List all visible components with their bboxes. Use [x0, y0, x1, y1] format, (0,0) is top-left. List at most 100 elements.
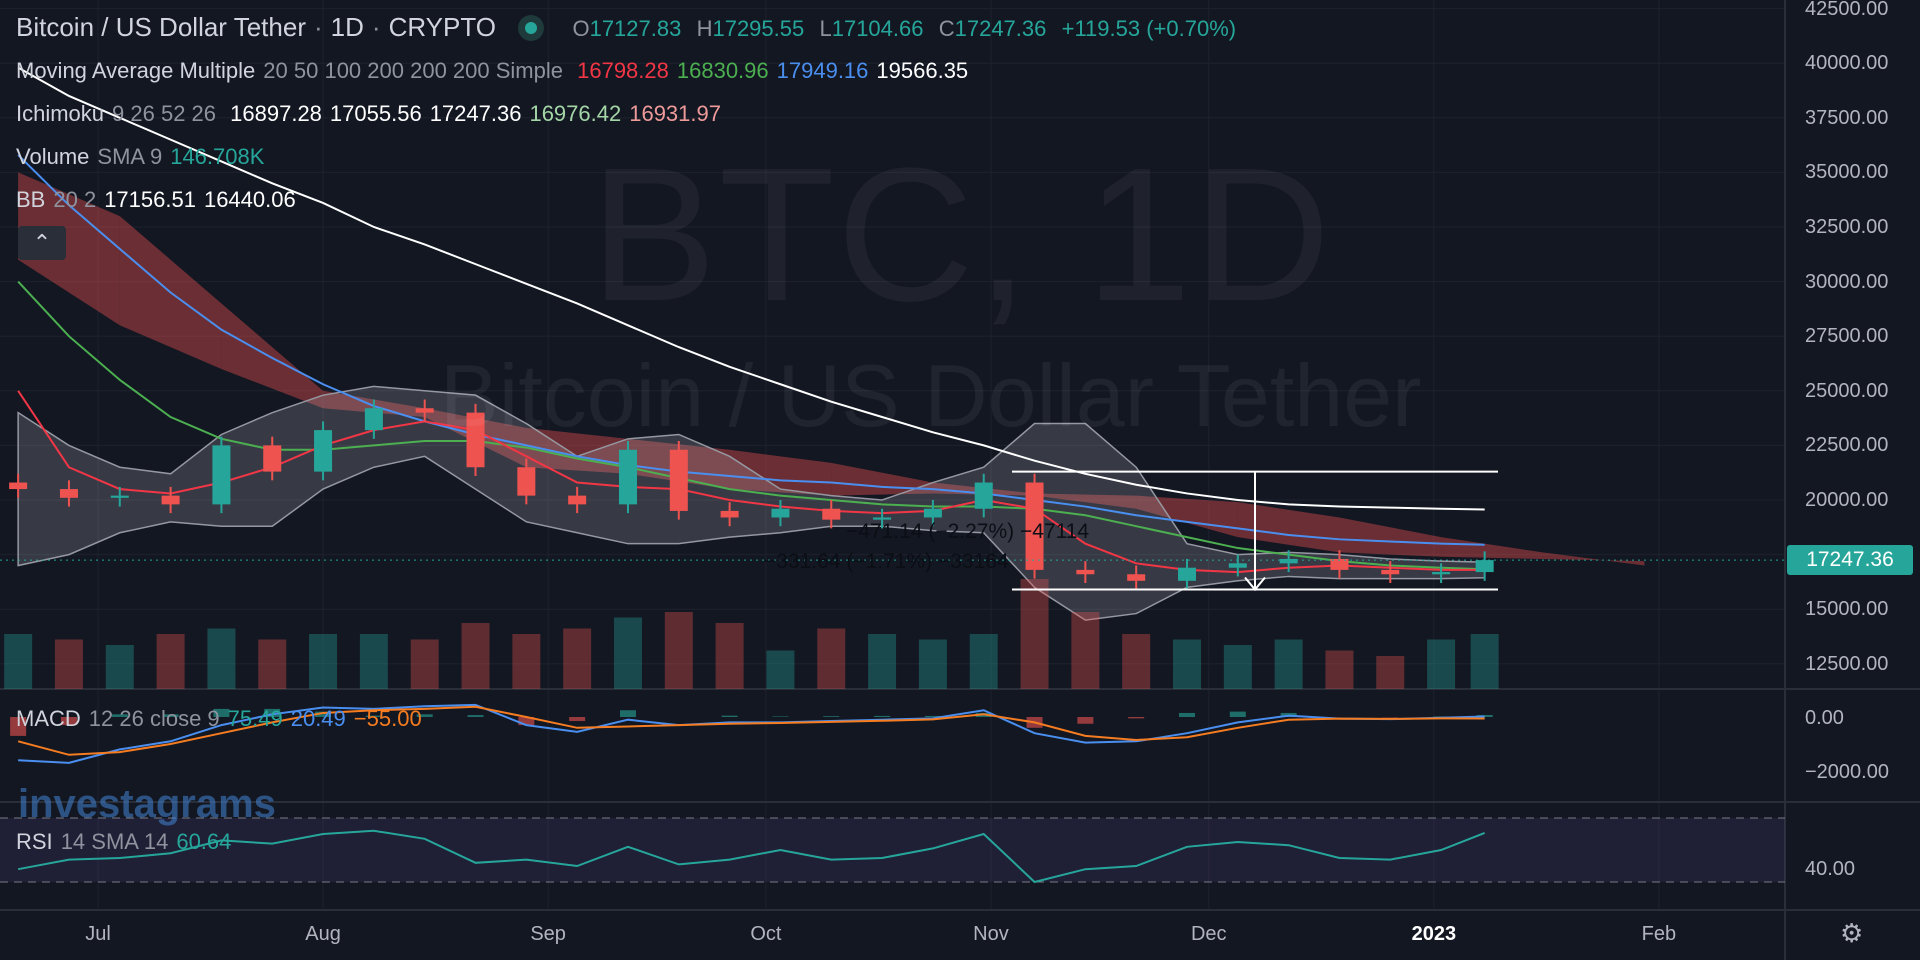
price-tick-label: 37500.00 [1805, 106, 1889, 129]
volume-legend[interactable]: Volume SMA 9 146.708K [16, 144, 265, 169]
change-value: +119.53 (+0.70%) [1061, 16, 1237, 41]
volume-bar [4, 634, 33, 689]
macd-histogram-bar [1077, 717, 1094, 724]
rsi-legend[interactable]: RSI 14 SMA 14 60.64 [16, 829, 232, 854]
candle-body [212, 445, 231, 505]
gear-icon[interactable]: ⚙ [1840, 918, 1864, 948]
macd-histogram-bar [619, 710, 636, 717]
volume-bar [664, 612, 693, 689]
volume-bar [207, 628, 236, 689]
bb-legend[interactable]: BB 20 2 17156.51 16440.06 [16, 187, 296, 212]
macd-histogram-bar [162, 714, 179, 717]
macd-histogram-bar [1433, 716, 1450, 717]
volume-bar [1020, 579, 1049, 689]
ichimoku-legend[interactable]: Ichimoku 9 26 52 26 16897.28 17055.56 17247… [16, 101, 721, 126]
time-tick-label: Oct [750, 923, 782, 945]
ichimoku-cloud [1237, 502, 1340, 553]
volume-bar [1071, 612, 1100, 689]
ma200-line [17, 66, 1485, 511]
candle-body [669, 449, 688, 511]
volume-bar [969, 634, 998, 689]
macd-axis-label: 0.00 [1805, 707, 1844, 729]
candle-body [314, 430, 333, 472]
time-tick-label: Aug [305, 923, 341, 945]
volume-bar [1470, 634, 1499, 689]
measure-label: −471.14 (−2.27%) −47114 [846, 520, 1090, 543]
symbol-name[interactable]: Bitcoin / US Dollar Tether [16, 12, 306, 42]
macd-histogram-bar [365, 715, 382, 717]
interval[interactable]: 1D [330, 12, 364, 42]
candle-body [415, 408, 434, 413]
exchange: CRYPTO [388, 12, 496, 42]
macd-legend[interactable]: MACD 12 26 close 9 75.49 20.49 −55.00 [16, 706, 422, 731]
price-tick-label: 12500.00 [1805, 652, 1889, 675]
candle-body [923, 508, 942, 518]
price-tick-label: 22500.00 [1805, 434, 1889, 457]
ma-legend[interactable]: Moving Average Multiple 20 50 100 200 200… [16, 58, 969, 83]
macd-histogram-bar [1476, 714, 1493, 717]
ichimoku-cloud [1441, 537, 1543, 559]
candle-body [110, 495, 129, 498]
time-tick-label: Jul [85, 923, 111, 945]
price-tick-label: 40000.00 [1805, 52, 1889, 75]
time-tick-label: Sep [530, 923, 566, 945]
price-tick-label: 25000.00 [1805, 379, 1889, 402]
volume-bar [512, 634, 541, 689]
macd-histogram-bar [213, 708, 230, 717]
volume-bar [1274, 639, 1303, 689]
macd-histogram-bar [823, 716, 840, 717]
macd-histogram-bar [10, 717, 27, 736]
candle-body [59, 489, 78, 498]
price-tick-label: 35000.00 [1805, 161, 1889, 184]
collapse-legend-button[interactable]: ⌃ [18, 226, 66, 260]
rsi-line [17, 829, 1486, 884]
candle-body [873, 517, 892, 520]
macd-histogram-bar [264, 708, 281, 717]
ichimoku-cloud [1542, 552, 1645, 566]
ichimoku-cloud [1339, 517, 1442, 557]
low-value: 17104.66 [831, 16, 924, 41]
volume-bar [54, 639, 83, 689]
price-tick-label: 27500.00 [1805, 325, 1889, 348]
volume-bar [156, 634, 185, 689]
time-tick-label: 2023 [1411, 923, 1457, 945]
volume-bar [1173, 639, 1201, 689]
volume-bar [1427, 639, 1456, 689]
open-value: 17127.83 [589, 16, 682, 41]
price-tick-label: 30000.00 [1805, 270, 1889, 293]
price-tick-label: 42500.00 [1805, 0, 1889, 20]
candle-body [618, 449, 637, 505]
close-value: 17247.36 [954, 16, 1047, 41]
candle-body [771, 508, 790, 518]
ichimoku-cloud [1034, 493, 1137, 509]
candle-body [1127, 574, 1146, 581]
signal-line [17, 705, 1485, 756]
volume-bar [1223, 645, 1252, 689]
macd-histogram-bar [111, 714, 128, 717]
volume-bar [105, 645, 134, 689]
high-value: 17295.55 [712, 16, 805, 41]
volume-bar [613, 617, 642, 689]
macd-histogram-bar [1229, 711, 1246, 717]
volume-bar [1325, 650, 1354, 689]
volume-bar [1122, 634, 1151, 689]
candle-body [1076, 569, 1095, 575]
time-tick-label: Feb [1641, 923, 1677, 945]
macd-axis-label: −2000.00 [1805, 761, 1889, 783]
time-tick-label: Dec [1190, 923, 1227, 945]
price-tick-label: 32500.00 [1805, 216, 1889, 238]
volume-bar [563, 628, 592, 689]
candle-body [517, 467, 536, 496]
macd-histogram-bar [416, 714, 433, 717]
candle-body [1381, 569, 1400, 575]
macd-histogram-bar [924, 715, 941, 717]
volume-bar [817, 628, 846, 689]
chevron-up-icon: ⌃ [32, 230, 52, 255]
ichimoku-cloud [221, 303, 324, 409]
symbol-header: Bitcoin / US Dollar Tether · 1D · CRYPTO O17… [16, 12, 1237, 42]
macd-histogram-bar [315, 711, 332, 717]
volume-bar [309, 634, 338, 689]
volume-bar [410, 639, 439, 689]
macd-histogram-bar [1128, 717, 1145, 719]
